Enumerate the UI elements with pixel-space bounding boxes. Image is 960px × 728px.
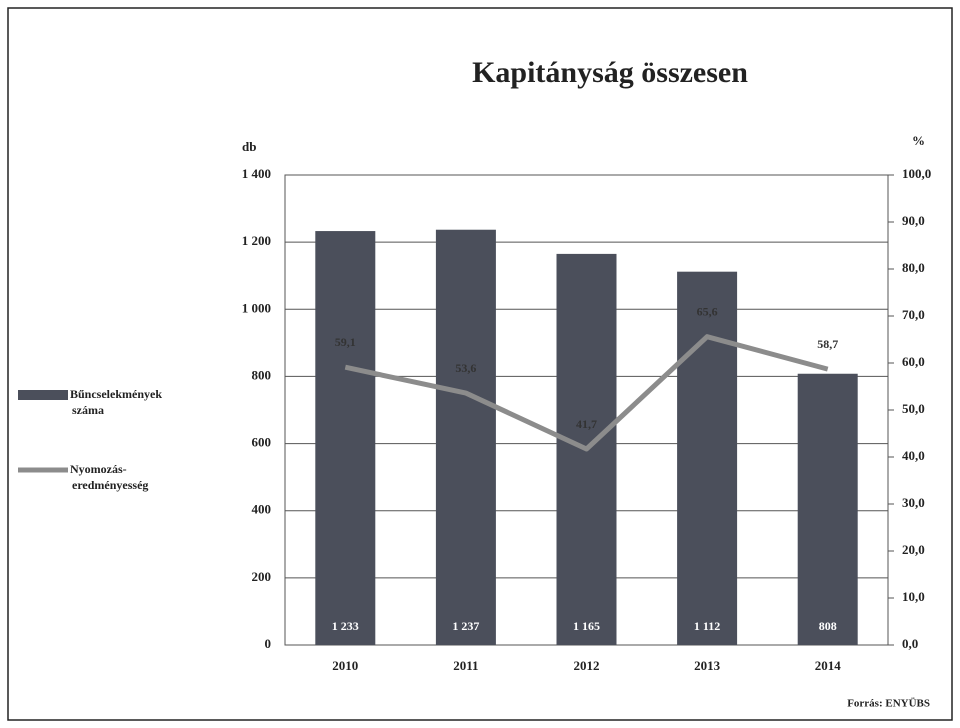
line-value-label: 58,7 <box>817 337 838 351</box>
y-tick-label: 600 <box>252 435 272 450</box>
y2-tick-label: 60,0 <box>902 354 925 369</box>
bar <box>677 271 738 645</box>
chart-title: Kapitányság összesen <box>472 56 748 89</box>
y2-tick-label: 10,0 <box>902 589 925 604</box>
x-tick-label: 2014 <box>815 658 842 673</box>
y-tick-label: 400 <box>252 502 272 517</box>
y-tick-label: 200 <box>252 569 272 584</box>
bar <box>797 373 858 645</box>
bar-value-label: 1 112 <box>694 619 720 633</box>
y2-tick-label: 70,0 <box>902 307 925 322</box>
legend-swatch <box>18 390 68 400</box>
line-value-label: 41,7 <box>576 417 597 431</box>
y-tick-label: 1 400 <box>242 166 271 181</box>
y-tick-label: 0 <box>265 636 272 651</box>
x-tick-label: 2010 <box>332 658 358 673</box>
line <box>344 334 829 452</box>
bar-value-label: 1 165 <box>573 619 600 633</box>
line-value-label: 65,6 <box>697 304 718 318</box>
y2-tick-label: 30,0 <box>902 495 925 510</box>
legend-label: Bűncselekmények száma <box>70 387 162 417</box>
y2-tick-label: 50,0 <box>902 401 925 416</box>
y2-tick-label: 100,0 <box>902 166 931 181</box>
x-tick-label: 2012 <box>574 658 600 673</box>
y-tick-label: 1 200 <box>242 233 271 248</box>
legend-label: Nyomozás-eredményesség <box>70 462 148 492</box>
line-value-label: 53,6 <box>455 361 476 375</box>
bar-value-label: 1 233 <box>332 619 359 633</box>
y2-tick-label: 40,0 <box>902 448 925 463</box>
y2-tick-label: 80,0 <box>902 260 925 275</box>
x-tick-label: 2011 <box>453 658 478 673</box>
y-tick-label: 800 <box>252 367 272 382</box>
bar <box>435 229 496 645</box>
bar <box>315 231 376 646</box>
y2-tick-label: 0,0 <box>902 636 918 651</box>
y-axis-unit: db <box>242 139 256 154</box>
y2-tick-label: 90,0 <box>902 213 925 228</box>
x-tick-label: 2013 <box>694 658 721 673</box>
y2-axis-unit: % <box>912 133 925 148</box>
bar-value-label: 1 237 <box>452 619 479 633</box>
line-value-label: 59,1 <box>335 335 356 349</box>
bar-value-label: 808 <box>819 619 837 633</box>
source: Forrás: ENYÜBS <box>847 697 930 710</box>
y2-tick-label: 20,0 <box>902 542 925 557</box>
y-tick-label: 1 000 <box>242 300 271 315</box>
